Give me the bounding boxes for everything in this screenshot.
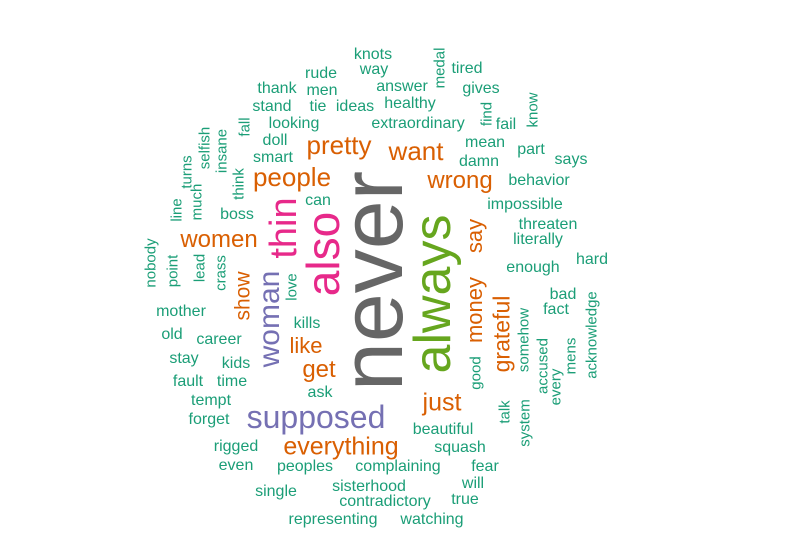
word-squash: squash — [434, 439, 486, 456]
word-enough: enough — [506, 259, 560, 276]
word-peoples: peoples — [276, 458, 334, 475]
word-part: part — [517, 141, 545, 158]
word-acknowledge: acknowledge — [583, 291, 601, 379]
word-always: always — [404, 214, 462, 374]
word-extraordinary: extraordinary — [371, 115, 465, 132]
word-contradictory: contradictory — [339, 493, 431, 510]
word-medal: medal — [431, 47, 449, 89]
word-healthy: healthy — [384, 95, 436, 112]
word-talk: talk — [496, 400, 514, 424]
word-kills: kills — [293, 315, 321, 332]
word-threaten: threaten — [518, 216, 578, 233]
word-women: women — [180, 226, 258, 253]
word-knots: knots — [353, 46, 393, 63]
word-ask: ask — [307, 384, 333, 401]
word-love: love — [283, 273, 301, 301]
word-know: know — [524, 92, 542, 128]
word-looking: looking — [268, 115, 320, 132]
word-old: old — [161, 326, 183, 343]
word-woman: woman — [253, 270, 286, 368]
word-rude: rude — [304, 65, 338, 82]
word-true: true — [451, 491, 479, 508]
word-like: like — [289, 333, 323, 358]
word-beautiful: beautiful — [412, 421, 474, 438]
word-way: way — [359, 61, 389, 78]
word-men: men — [306, 82, 338, 99]
word-stay: stay — [169, 350, 199, 367]
word-watching: watching — [400, 511, 464, 528]
word-people: people — [252, 162, 332, 192]
word-just: just — [422, 388, 462, 417]
word-everything: everything — [283, 432, 399, 461]
word-system: system — [516, 399, 534, 447]
word-literally: literally — [513, 231, 563, 248]
word-mean: mean — [464, 134, 506, 151]
word-gives: gives — [462, 80, 500, 97]
word-boss: boss — [220, 206, 254, 223]
word-tired: tired — [451, 60, 483, 77]
word-show: show — [231, 271, 255, 321]
word-single: single — [255, 483, 297, 500]
word-doll: doll — [262, 132, 288, 149]
word-time: time — [216, 373, 248, 390]
word-says: says — [554, 151, 588, 168]
word-selfish: selfish — [196, 126, 214, 170]
word-fall: fall — [236, 117, 254, 137]
word-good: good — [467, 356, 485, 390]
word-stand: stand — [252, 98, 292, 115]
word-behavior: behavior — [508, 172, 570, 189]
word-answer: answer — [376, 78, 428, 95]
word-will: will — [461, 475, 485, 492]
word-nobody: nobody — [142, 238, 160, 288]
word-pretty: pretty — [306, 130, 372, 160]
word-ideas: ideas — [335, 98, 375, 115]
word-bad: bad — [549, 286, 577, 303]
word-hard: hard — [575, 251, 609, 268]
word-every: every — [547, 368, 565, 406]
word-point: point — [164, 254, 182, 288]
word-fail: fail — [495, 116, 517, 133]
word-get: get — [302, 356, 336, 383]
word-find: find — [478, 101, 496, 127]
word-can: can — [305, 192, 331, 209]
word-thank: thank — [257, 80, 297, 97]
word-grateful: grateful — [488, 295, 515, 373]
word-career: career — [196, 331, 242, 348]
word-want: want — [388, 136, 444, 166]
word-forget: forget — [188, 411, 230, 428]
word-supposed: supposed — [246, 399, 386, 435]
word-mother: mother — [156, 303, 206, 320]
word-think: think — [230, 168, 248, 200]
word-mens: mens — [562, 337, 580, 375]
word-rigged: rigged — [213, 438, 259, 455]
word-lead: lead — [191, 253, 209, 283]
word-tempt: tempt — [190, 392, 232, 409]
word-also: also — [297, 211, 349, 297]
word-insane: insane — [213, 128, 231, 174]
word-damn: damn — [458, 153, 500, 170]
word-line: line — [168, 198, 186, 222]
word-fear: fear — [471, 458, 499, 475]
word-smart: smart — [253, 149, 293, 166]
word-crass: crass — [212, 255, 230, 291]
word-impossible: impossible — [487, 196, 563, 213]
word-tie: tie — [309, 98, 327, 115]
word-much: much — [188, 183, 206, 221]
word-kids: kids — [221, 355, 251, 372]
word-even: even — [218, 457, 254, 474]
word-sisterhood: sisterhood — [332, 478, 406, 495]
word-complaining: complaining — [355, 458, 441, 475]
word-representing: representing — [288, 511, 378, 528]
word-thin: thin — [263, 197, 305, 259]
word-money: money — [462, 276, 487, 344]
word-fact: fact — [543, 301, 569, 318]
word-fault: fault — [172, 373, 204, 390]
word-somehow: somehow — [515, 307, 533, 373]
word-wrong: wrong — [427, 167, 493, 194]
word-say: say — [462, 218, 487, 254]
